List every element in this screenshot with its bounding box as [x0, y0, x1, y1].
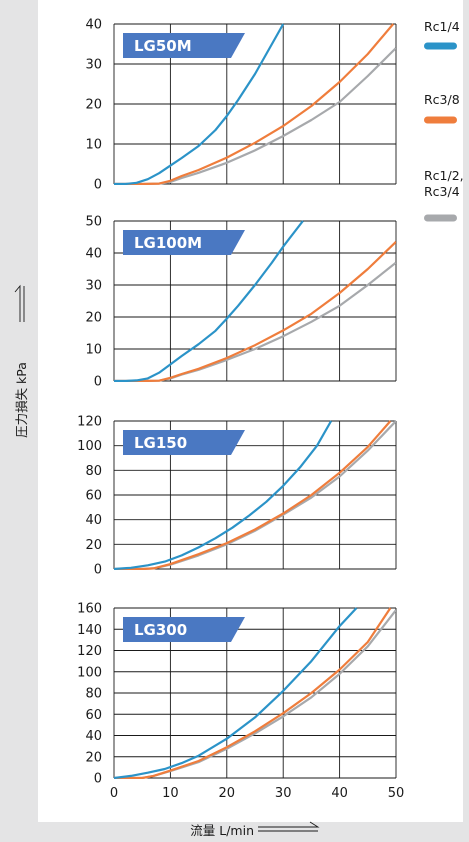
y-tick-label: 120 — [77, 644, 102, 659]
x-tick-label: 40 — [331, 786, 348, 801]
panel-label: LG300 — [134, 621, 187, 639]
y-tick-label: 40 — [85, 18, 102, 33]
y-tick-label: 50 — [85, 215, 102, 230]
y-axis-title-group: 圧力損失 kPa — [14, 362, 29, 438]
series-line-rc1-4 — [114, 420, 333, 570]
y-axis-arrow-icon — [14, 284, 25, 322]
y-tick-label: 20 — [85, 750, 102, 765]
panel-label: LG100M — [134, 234, 202, 252]
series-line-rc3-8 — [114, 607, 392, 779]
frame-left-bar — [0, 0, 38, 842]
y-tick-label: 40 — [85, 247, 102, 262]
panel-lg100m: 0 10 20 30 40 50 LG100M — [85, 215, 397, 390]
y-tick-label: 140 — [77, 623, 102, 638]
x-tick-label: 0 — [110, 786, 118, 801]
y-tick-label: 30 — [85, 58, 102, 73]
y-tick-label: 80 — [85, 464, 102, 479]
grid — [113, 607, 397, 779]
y-tick-label: 100 — [77, 439, 102, 454]
y-tick-label: 100 — [77, 665, 102, 680]
x-tick-label: 50 — [388, 786, 405, 801]
y-tick-label: 10 — [85, 138, 102, 153]
panel-lg300: 0 20 40 60 80 100 120 140 160 LG300 — [77, 602, 397, 787]
legend-label: Rc3/4 — [424, 184, 460, 199]
y-tick-label: 0 — [94, 178, 102, 193]
y-tick-label: 20 — [85, 538, 102, 553]
series-line-rc3-8 — [114, 23, 395, 185]
series-line-rc1-4 — [114, 607, 358, 779]
panel-label-banner — [123, 430, 245, 455]
panel-label: LG150 — [134, 434, 187, 452]
panel-label-banner — [123, 617, 245, 642]
legend-label: Rc1/2, — [424, 168, 464, 183]
y-tick-label: 80 — [85, 687, 102, 702]
y-tick-label: 0 — [94, 375, 102, 390]
legend: Rc1/4 Rc3/8 Rc1/2,Rc3/4 — [424, 19, 464, 222]
series-line-rc1-4 — [114, 220, 304, 382]
grid — [113, 23, 397, 185]
series-line-rc3-8 — [114, 241, 396, 382]
y-tick-label: 0 — [94, 563, 102, 578]
x-tick-label: 20 — [219, 786, 236, 801]
x-axis-arrow-icon — [258, 821, 320, 832]
y-tick-label: 0 — [94, 772, 102, 787]
y-tick-label: 60 — [85, 489, 102, 504]
series-line-rc1-4 — [114, 23, 285, 185]
x-tick-label: 30 — [275, 786, 292, 801]
x-tick-label: 10 — [162, 786, 179, 801]
panels: 0 10 20 30 40 LG50M 0 10 20 30 40 50 LG100M 0 20 40 60 80… — [77, 18, 397, 787]
y-tick-label: 120 — [77, 415, 102, 430]
x-axis-title: 流量 L/min — [190, 823, 254, 838]
y-axis-title: 圧力損失 kPa — [14, 362, 29, 438]
legend-label: Rc1/4 — [424, 19, 460, 34]
y-tick-label: 20 — [85, 98, 102, 113]
y-tick-label: 10 — [85, 343, 102, 358]
y-tick-label: 40 — [85, 729, 102, 744]
panel-label-banner — [123, 230, 245, 255]
series-line-rc3-8 — [114, 420, 392, 570]
legend-swatch — [424, 214, 457, 222]
frame-right-bar — [463, 0, 469, 842]
legend-label: Rc3/8 — [424, 92, 460, 107]
legend-swatch — [424, 116, 457, 124]
frame-bottom-bar — [0, 822, 469, 842]
y-tick-label: 20 — [85, 311, 102, 326]
y-tick-label: 160 — [77, 602, 102, 617]
x-axis: 0 10 20 30 40 50 — [110, 786, 404, 801]
panel-label: LG50M — [134, 37, 192, 55]
legend-swatch — [424, 42, 457, 50]
panel-lg150: 0 20 40 60 80 100 120 LG150 — [77, 415, 397, 578]
y-tick-label: 30 — [85, 279, 102, 294]
y-tick-label: 40 — [85, 513, 102, 528]
panel-lg50m: 0 10 20 30 40 LG50M — [85, 18, 397, 193]
y-tick-label: 60 — [85, 708, 102, 723]
panel-label-banner — [123, 33, 245, 58]
